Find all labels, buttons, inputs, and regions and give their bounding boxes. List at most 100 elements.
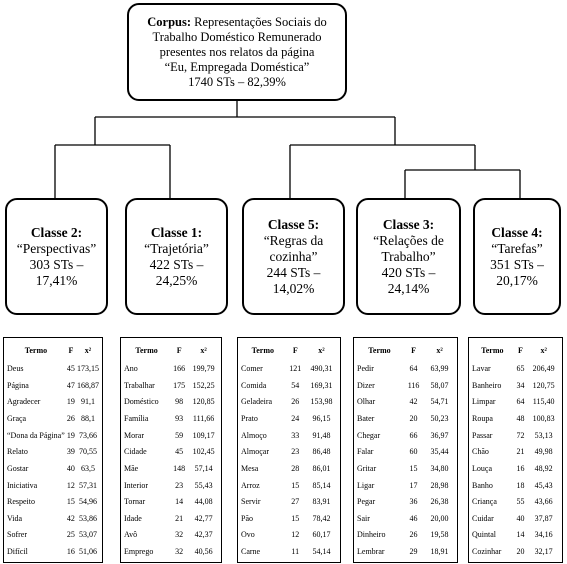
cell: Trabalhar	[124, 380, 155, 390]
cell: Chegar	[357, 430, 381, 440]
cell: Mesa	[241, 463, 259, 473]
row: Página 47 168,87	[6, 377, 100, 394]
cell: 20,00	[430, 513, 449, 523]
row: Ovo 12 60,17	[240, 527, 338, 544]
cell: 12	[291, 530, 300, 540]
cell: 15	[291, 513, 300, 523]
cell: Almoçar	[241, 447, 269, 457]
row: Sofrer 25 53,07	[6, 527, 100, 544]
cell: 32	[175, 547, 184, 557]
row: Limpar 64 115,40	[471, 394, 560, 411]
cell: Agradecer	[7, 397, 41, 407]
cell: 85,14	[312, 480, 331, 490]
row: Almoçar 23 86,48	[240, 443, 338, 460]
class-title: Classe 5:	[267, 216, 320, 232]
cell: Roupa	[472, 414, 493, 424]
cell: 53,07	[78, 530, 97, 540]
row: Idade 21 42,77	[123, 510, 219, 527]
header-cell: Termo	[135, 345, 158, 355]
row: Banheiro 34 120,75	[471, 377, 560, 394]
cell: 175	[173, 380, 186, 390]
cell: 47	[66, 380, 75, 390]
class-box: Classe 2: “Perspectivas” 303 STs –17,41%	[5, 198, 108, 315]
cell: 40	[66, 463, 75, 473]
cell: 18,91	[430, 547, 449, 557]
cell: Dinheiro	[357, 530, 386, 540]
row: Criança 55 43,66	[471, 493, 560, 510]
cell: Pão	[241, 513, 253, 523]
cell: 490,31	[310, 364, 333, 374]
root-line: Corpus: Representações Sociais do	[129, 15, 345, 30]
row: Avô 32 42,37	[123, 527, 219, 544]
row: Chão 21 49,98	[471, 443, 560, 460]
class-title: Classe 3:	[382, 216, 435, 232]
class-line: 422 STs –	[149, 256, 204, 272]
row: Falar 60 35,44	[356, 443, 455, 460]
cell: Ligar	[357, 480, 375, 490]
cell: 42,77	[194, 513, 213, 523]
row: Vida 42 53,86	[6, 510, 100, 527]
cell: 120,75	[532, 380, 555, 390]
root-line: Trabalho Doméstico Remunerado	[152, 29, 322, 44]
root-text: Representações Sociais do	[194, 14, 327, 29]
class-line: 24,25%	[155, 272, 198, 288]
cell: 109,17	[192, 430, 215, 440]
class-line: cozinha”	[269, 248, 318, 264]
header-cell: x²	[200, 345, 207, 355]
cell: Morar	[124, 430, 144, 440]
cell: Tornar	[124, 497, 146, 507]
cell: 55	[516, 497, 525, 507]
row: Doméstico 98 120,85	[123, 394, 219, 411]
class-line: 420 STs –	[381, 264, 436, 280]
class-box: Classe 5: “Regras da cozinha” 244 STs –14,0…	[242, 198, 345, 315]
cell: 27	[291, 497, 300, 507]
cell: 42	[66, 513, 75, 523]
cell: Olhar	[357, 397, 376, 407]
cell: 54	[291, 380, 300, 390]
cell: 20	[516, 547, 525, 557]
cell: 88,1	[80, 414, 95, 424]
cell: 60,17	[312, 530, 331, 540]
cell: 15	[291, 480, 300, 490]
row: Difícil 16 51,06	[6, 543, 100, 560]
cell: 73,66	[78, 430, 97, 440]
cell: 173,15	[76, 364, 99, 374]
cell: Difícil	[7, 547, 28, 557]
cell: Lembrar	[357, 547, 385, 557]
cell: Louça	[472, 463, 492, 473]
class-line: “Perspectivas”	[16, 240, 97, 256]
row: Trabalhar 175 152,25	[123, 377, 219, 394]
cell: 42,37	[194, 530, 213, 540]
cell: Geladeira	[241, 397, 273, 407]
class-title: Classe 1:	[150, 224, 203, 240]
cell: 14	[516, 530, 525, 540]
cell: 40	[516, 513, 525, 523]
cell: 57,31	[78, 480, 97, 490]
class-title: Classe 2:	[30, 224, 83, 240]
class-title: Classe 4:	[491, 224, 543, 240]
cell: Chão	[472, 447, 489, 457]
cell: Doméstico	[124, 397, 159, 407]
cell: 54,71	[430, 397, 449, 407]
cell: 37,87	[534, 513, 553, 523]
cell: Pedir	[357, 364, 374, 374]
row: Pedir 64 63,99	[356, 360, 455, 377]
cell: Interior	[124, 480, 148, 490]
header-cell: Termo	[481, 345, 504, 355]
cell: 48	[516, 414, 525, 424]
row: Quintal 14 34,16	[471, 527, 560, 544]
cell: 63,5	[80, 463, 95, 473]
class-box: Classe 4: “Tarefas” 351 STs –20,17%	[473, 198, 561, 315]
row: Gritar 15 34,80	[356, 460, 455, 477]
row: Louça 16 48,92	[471, 460, 560, 477]
cell: 16	[66, 547, 75, 557]
cell: 44,08	[194, 497, 213, 507]
cell: 50,23	[430, 414, 449, 424]
row: “Dona da Página” 19 73,66	[6, 427, 100, 444]
row: Servir 27 83,91	[240, 493, 338, 510]
